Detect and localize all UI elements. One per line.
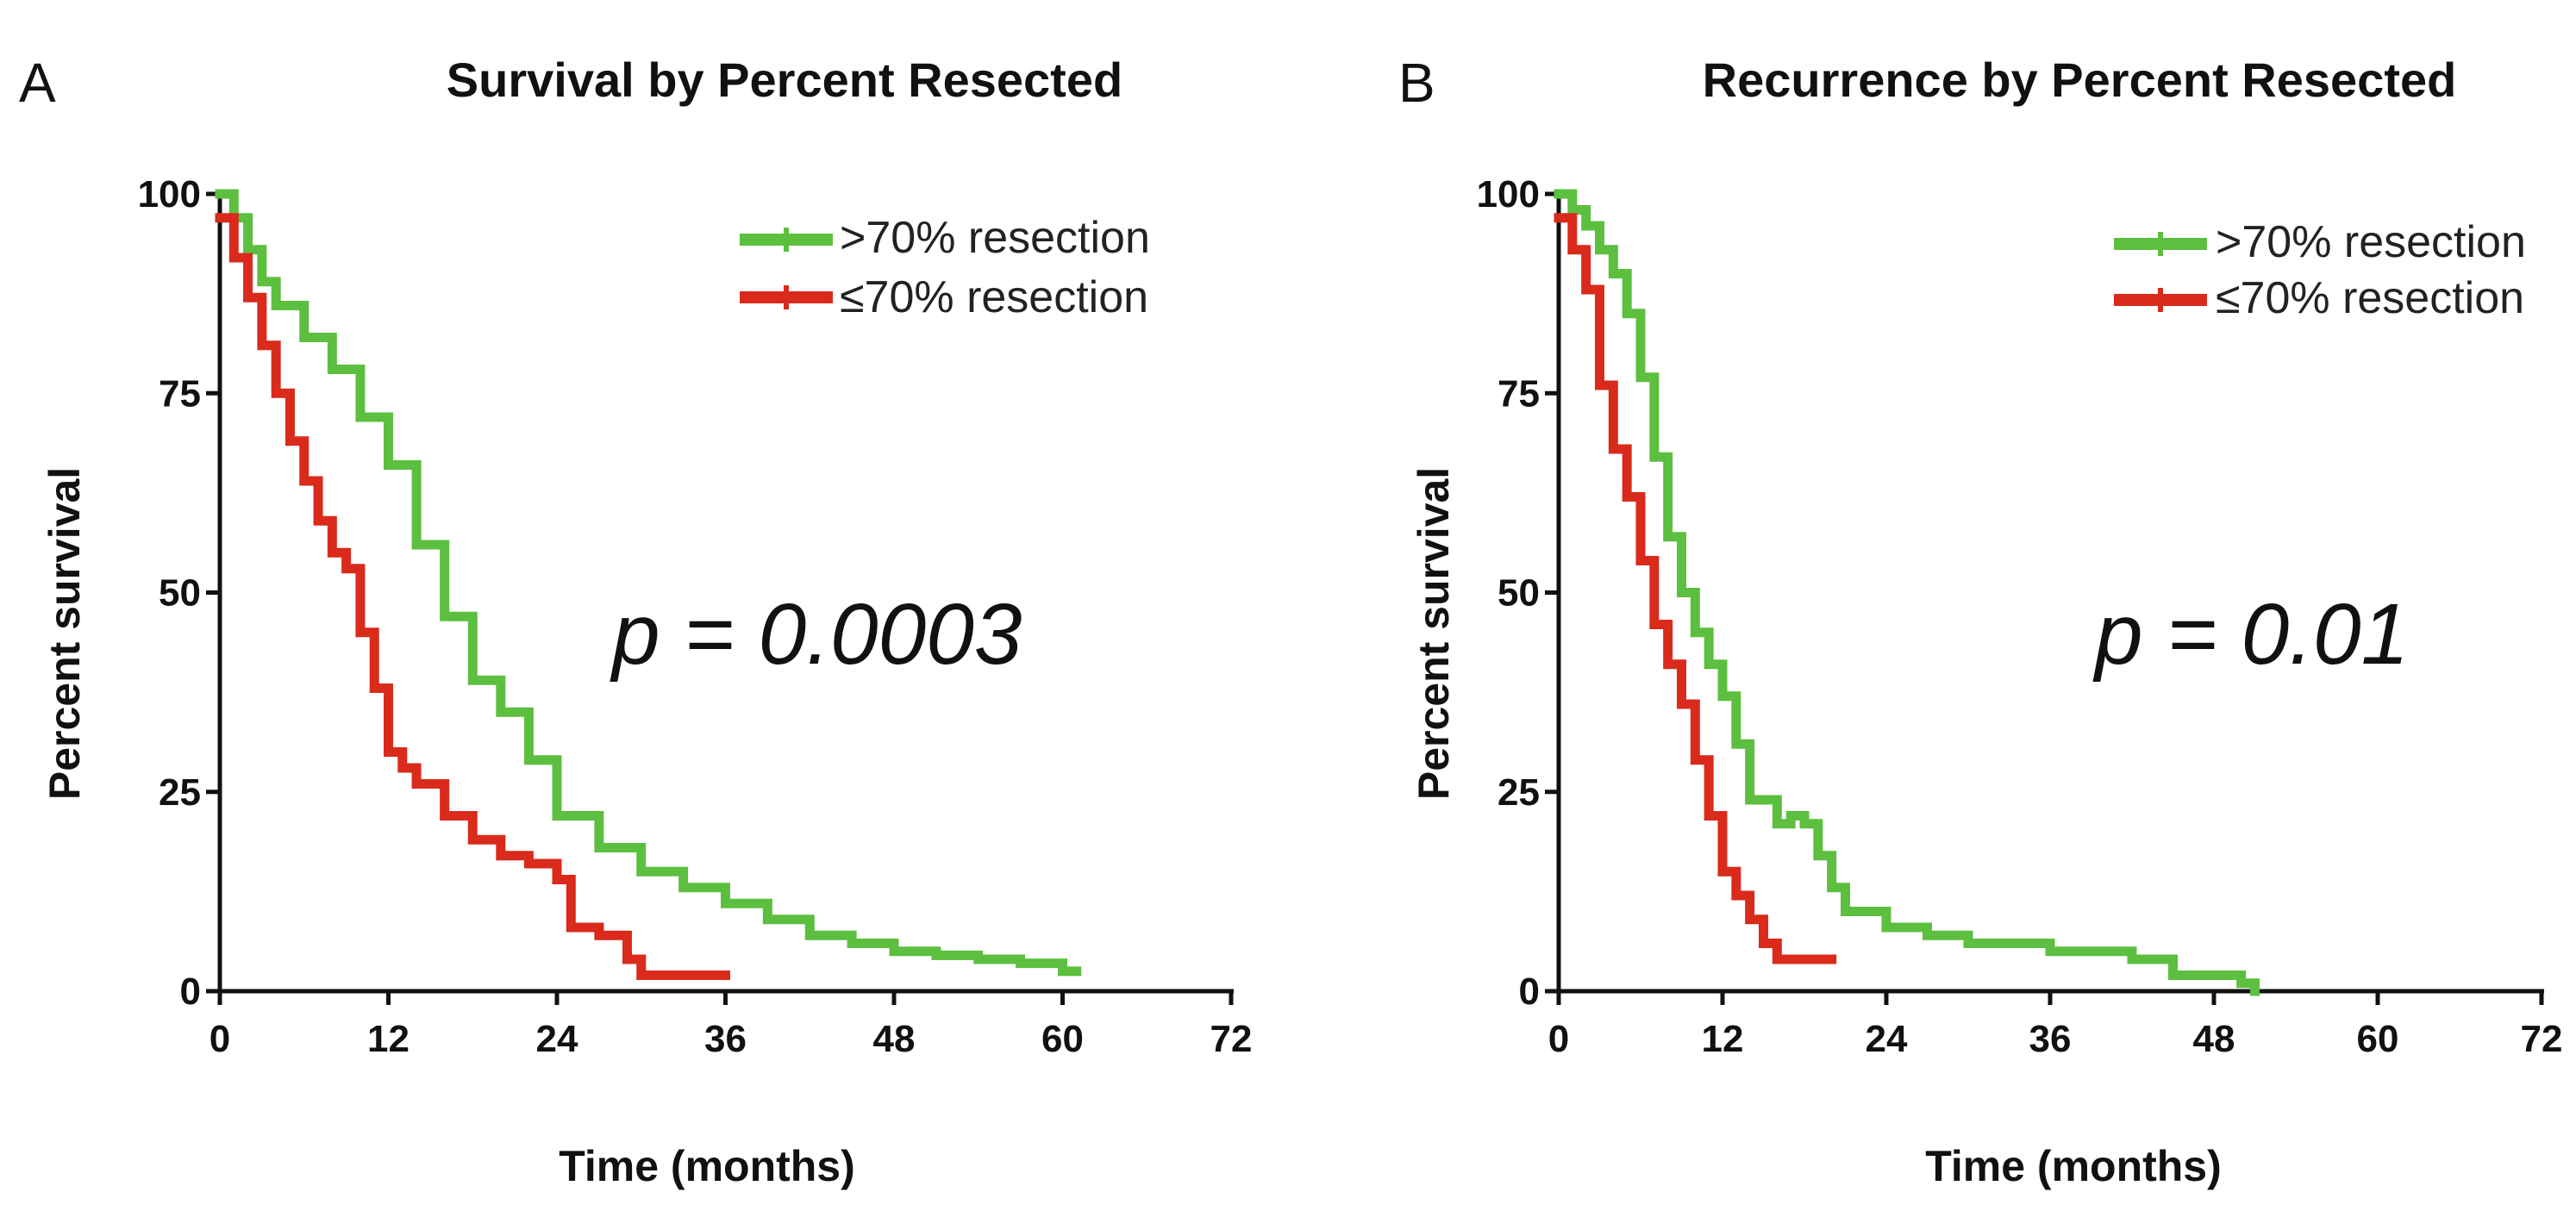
p-value-a: p = 0.0003 — [610, 586, 1022, 683]
y-axis-label-b: Percent survival — [1410, 467, 1458, 800]
x-tick-label-b-1: 12 — [1702, 1018, 1744, 1060]
y-tick-label-b-0: 0 — [1519, 970, 1540, 1013]
y-tick-label-b-3: 75 — [1497, 372, 1540, 415]
series-line-b-0 — [1554, 189, 2260, 996]
x-tick-label-b-4: 48 — [2193, 1018, 2235, 1060]
p-value-b: p = 0.01 — [2092, 586, 2409, 683]
legend-label-a-0: >70% resection — [840, 213, 1150, 263]
x-tick-label-a-2: 24 — [536, 1018, 578, 1060]
y-tick-label-a-1: 25 — [159, 771, 201, 814]
x-tick-label-a-6: 72 — [1210, 1018, 1253, 1060]
x-tick-label-a-1: 12 — [367, 1018, 410, 1060]
y-tick-label-a-0: 0 — [180, 970, 201, 1013]
y-tick-label-a-3: 75 — [159, 372, 201, 415]
y-tick-label-a-4: 100 — [138, 173, 201, 215]
legend-label-b-0: >70% resection — [2216, 217, 2526, 267]
y-tick-label-a-2: 50 — [159, 572, 201, 615]
chart-title-a: Survival by Percent Resected — [447, 53, 1122, 107]
x-tick-label-a-0: 0 — [209, 1018, 230, 1060]
y-tick-label-b-1: 25 — [1497, 771, 1540, 814]
series-line-b-1 — [1554, 213, 1837, 964]
panel-letter-b: B — [1398, 52, 1435, 114]
chart-title-b: Recurrence by Percent Resected — [1703, 53, 2457, 107]
chart-marks: 0 25 50 75 100 0 12 24 36 48 60 72 0 25 50 75 100 0 12 24 36… — [138, 173, 2563, 1060]
x-tick-label-a-3: 36 — [704, 1018, 747, 1060]
series-line-a-1 — [215, 213, 730, 980]
series-line-a-0 — [215, 189, 1082, 977]
x-tick-label-a-5: 60 — [1041, 1018, 1084, 1060]
x-tick-label-b-3: 36 — [2029, 1018, 2072, 1060]
y-tick-label-b-4: 100 — [1477, 173, 1540, 215]
x-axis-label-a: Time (months) — [559, 1142, 855, 1190]
x-tick-label-b-2: 24 — [1866, 1018, 1908, 1060]
x-tick-label-b-5: 60 — [2357, 1018, 2399, 1060]
x-tick-label-a-4: 48 — [873, 1018, 916, 1060]
x-tick-label-b-6: 72 — [2521, 1018, 2563, 1060]
legend-label-a-1: ≤70% resection — [840, 272, 1148, 322]
x-tick-label-b-0: 0 — [1548, 1018, 1569, 1060]
legend-label-b-1: ≤70% resection — [2216, 273, 2524, 323]
x-axis-label-b: Time (months) — [1925, 1142, 2222, 1190]
y-axis-label-a: Percent survival — [41, 467, 89, 800]
panel-letter-a: A — [19, 52, 56, 114]
y-tick-label-b-2: 50 — [1497, 572, 1540, 615]
